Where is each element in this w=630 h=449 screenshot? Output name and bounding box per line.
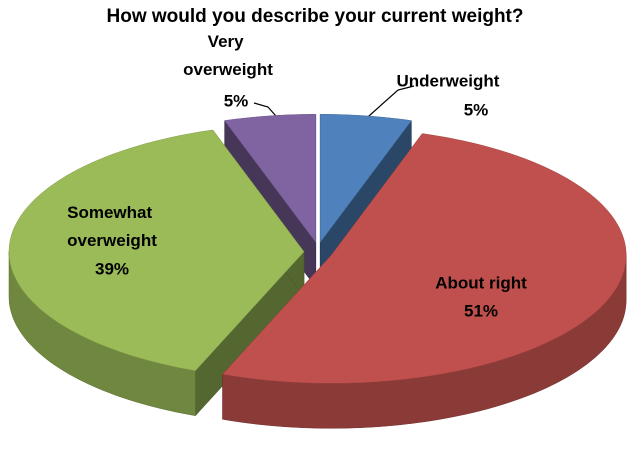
chart-title: How would you describe your current weig… [107, 6, 524, 27]
slice-value-label: 5% [464, 100, 489, 119]
slice-top [8, 129, 305, 371]
slice-value-label: 39% [95, 259, 129, 278]
slice-value-label: 5% [224, 91, 249, 110]
pie-slice [222, 132, 627, 429]
slice-label: About right [435, 273, 527, 292]
slice-label: Underweight [397, 71, 500, 90]
slice-top [224, 114, 317, 244]
slice-label: Very overweight [183, 32, 273, 79]
leader-line [359, 85, 415, 125]
slice-top [319, 114, 412, 244]
slice-top [222, 133, 627, 384]
slice-label: Somewhat overweight [67, 203, 157, 250]
slice-value-label: 51% [464, 301, 498, 320]
